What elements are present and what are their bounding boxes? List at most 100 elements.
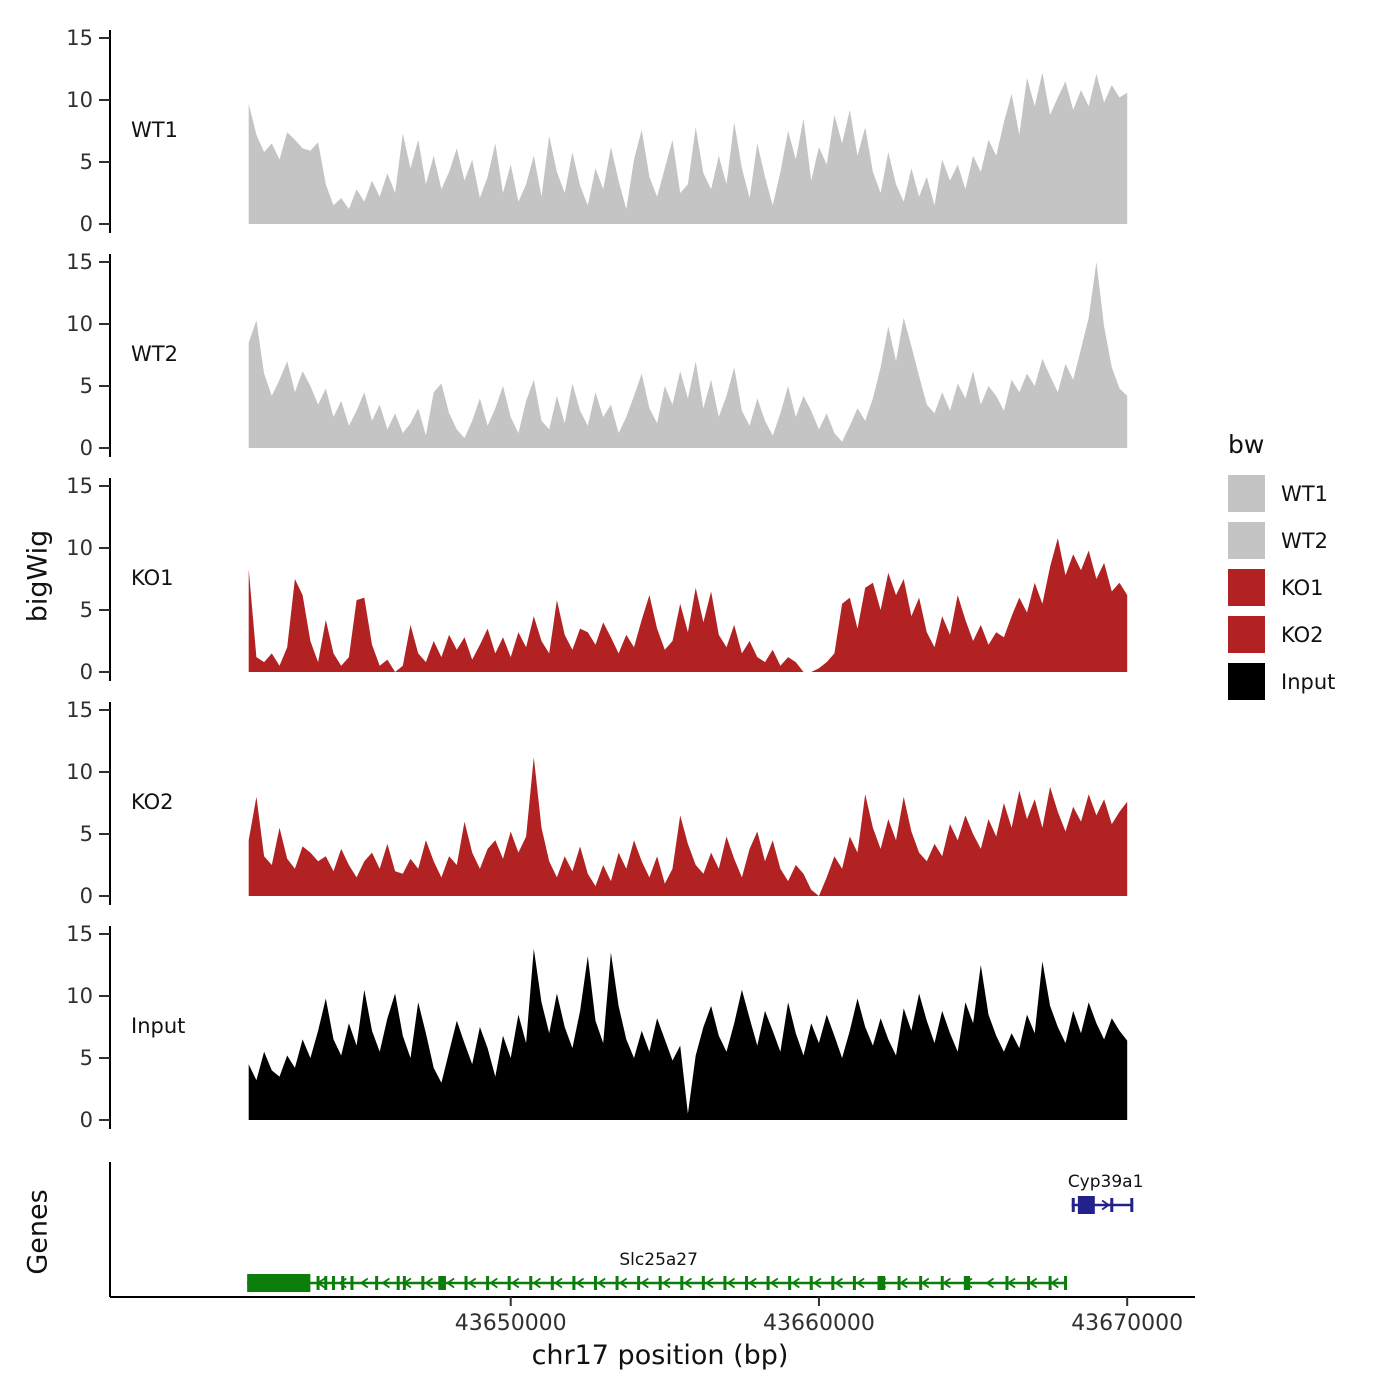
legend-item-WT2: WT2 — [1228, 522, 1335, 559]
strand-arrow — [791, 1277, 800, 1289]
gene-exon — [788, 1276, 792, 1290]
strand-arrow — [661, 1277, 671, 1289]
strand-arrow — [359, 1277, 369, 1289]
y-tick-label: 10 — [66, 536, 93, 560]
strand-arrow — [424, 1277, 434, 1289]
facet-label-Input: Input — [131, 1014, 185, 1038]
x-tick-label: 43660000 — [763, 1311, 875, 1336]
gene-exon — [464, 1276, 468, 1290]
strand-arrow — [834, 1277, 843, 1289]
strand-arrow — [618, 1277, 628, 1289]
y-tick-label: 0 — [80, 436, 93, 460]
gene-exon — [1048, 1276, 1052, 1290]
gene-exon — [745, 1276, 749, 1290]
y-tick-label: 10 — [66, 88, 93, 112]
strand-arrow — [877, 1277, 887, 1289]
gene-exon — [919, 1276, 923, 1290]
coverage-area-KO2 — [248, 757, 1128, 896]
gene-exon — [529, 1276, 533, 1290]
gene-exon — [341, 1276, 345, 1290]
y-tick-label: 0 — [80, 884, 93, 908]
gene-exon — [1110, 1198, 1114, 1212]
y-tick-label: 0 — [80, 660, 93, 684]
strand-arrow — [532, 1277, 541, 1289]
y-tick-label: 5 — [80, 598, 93, 622]
y-tick-label: 5 — [80, 150, 93, 174]
legend-swatch-WT1 — [1228, 475, 1265, 512]
strand-arrow — [1007, 1277, 1016, 1289]
legend-label: KO1 — [1281, 575, 1324, 600]
gene-exon — [852, 1276, 856, 1290]
gene-end-tick — [1130, 1198, 1134, 1212]
y-tick-label: 15 — [66, 26, 93, 50]
gene-exon — [637, 1276, 641, 1290]
y-tick-label: 5 — [80, 822, 93, 846]
gene-exon — [421, 1276, 425, 1290]
y-tick-label: 0 — [80, 212, 93, 236]
legend-swatch-WT2 — [1228, 522, 1265, 559]
track-panel-Input: 15 10 5 0 Input — [66, 922, 1128, 1132]
y-tick-label: 15 — [66, 922, 93, 946]
strand-arrow — [920, 1277, 930, 1289]
legend-item-WT1: WT1 — [1228, 475, 1335, 512]
gene-exon-wide — [438, 1276, 444, 1290]
y-tick-label: 5 — [80, 1046, 93, 1070]
facet-label-KO1: KO1 — [131, 566, 174, 590]
gene-exon — [550, 1276, 554, 1290]
gene-exon — [701, 1276, 705, 1290]
strand-arrow — [683, 1277, 692, 1289]
gene-exon — [658, 1276, 662, 1290]
strand-arrow — [597, 1277, 606, 1289]
gene-exon — [572, 1276, 576, 1290]
gene-exon — [723, 1276, 727, 1290]
gene-exon — [350, 1276, 354, 1290]
legend-item-Input: Input — [1228, 663, 1335, 700]
track-panel-WT2: 15 10 5 0 WT2 — [66, 250, 1128, 460]
legend-swatch-KO2 — [1228, 616, 1265, 653]
legend-label: Input — [1281, 669, 1336, 694]
legend-item-KO1: KO1 — [1228, 569, 1335, 606]
gene-exon — [897, 1276, 901, 1290]
strand-arrow — [942, 1277, 951, 1289]
gene-exon — [809, 1276, 813, 1290]
facet-label-WT2: WT2 — [131, 342, 178, 366]
track-panel-KO1: 15 10 5 0 KO1 — [66, 474, 1128, 684]
y-axis-title-bigwig: bigWig — [22, 529, 54, 623]
track-panel-WT1: 15 10 5 0 WT1 — [66, 26, 1128, 236]
strand-arrow — [316, 1277, 326, 1289]
strand-arrow — [812, 1277, 822, 1289]
gene-exon — [396, 1276, 400, 1290]
y-tick-label: 15 — [66, 698, 93, 722]
strand-arrow — [467, 1277, 477, 1289]
gene-exon — [486, 1276, 490, 1290]
y-tick-label: 15 — [66, 250, 93, 274]
strand-arrow — [1028, 1277, 1038, 1289]
y-tick-label: 10 — [66, 984, 93, 1008]
gene-exon — [766, 1276, 770, 1290]
gene-exon — [331, 1276, 335, 1290]
gene-exon-wide — [877, 1276, 886, 1290]
strand-arrow — [1050, 1277, 1059, 1289]
facet-label-WT1: WT1 — [131, 118, 178, 142]
x-axis-title: chr17 position (bp) — [531, 1340, 789, 1371]
legend-swatch-KO1 — [1228, 569, 1265, 606]
legend-title: bw — [1228, 430, 1265, 459]
legend-label: KO2 — [1281, 622, 1324, 647]
strand-arrow — [338, 1277, 347, 1289]
strand-arrow — [1101, 1199, 1111, 1211]
gene-exon — [831, 1276, 835, 1290]
legend-label: WT1 — [1281, 481, 1328, 506]
strand-arrow — [402, 1277, 412, 1289]
gene-exon — [593, 1276, 597, 1290]
gene-label-Cyp39a1: Cyp39a1 — [1068, 1172, 1144, 1192]
coverage-area-WT1 — [248, 72, 1128, 224]
strand-arrow — [446, 1277, 455, 1289]
y-tick-label: 10 — [66, 312, 93, 336]
genes-panel: 43650000 43660000 43670000 — [109, 1162, 1195, 1336]
gene-exon — [680, 1276, 684, 1290]
track-panel-KO2: 15 10 5 0 KO2 — [66, 698, 1128, 908]
strand-arrow — [575, 1277, 585, 1289]
coverage-area-Input — [248, 948, 1128, 1120]
